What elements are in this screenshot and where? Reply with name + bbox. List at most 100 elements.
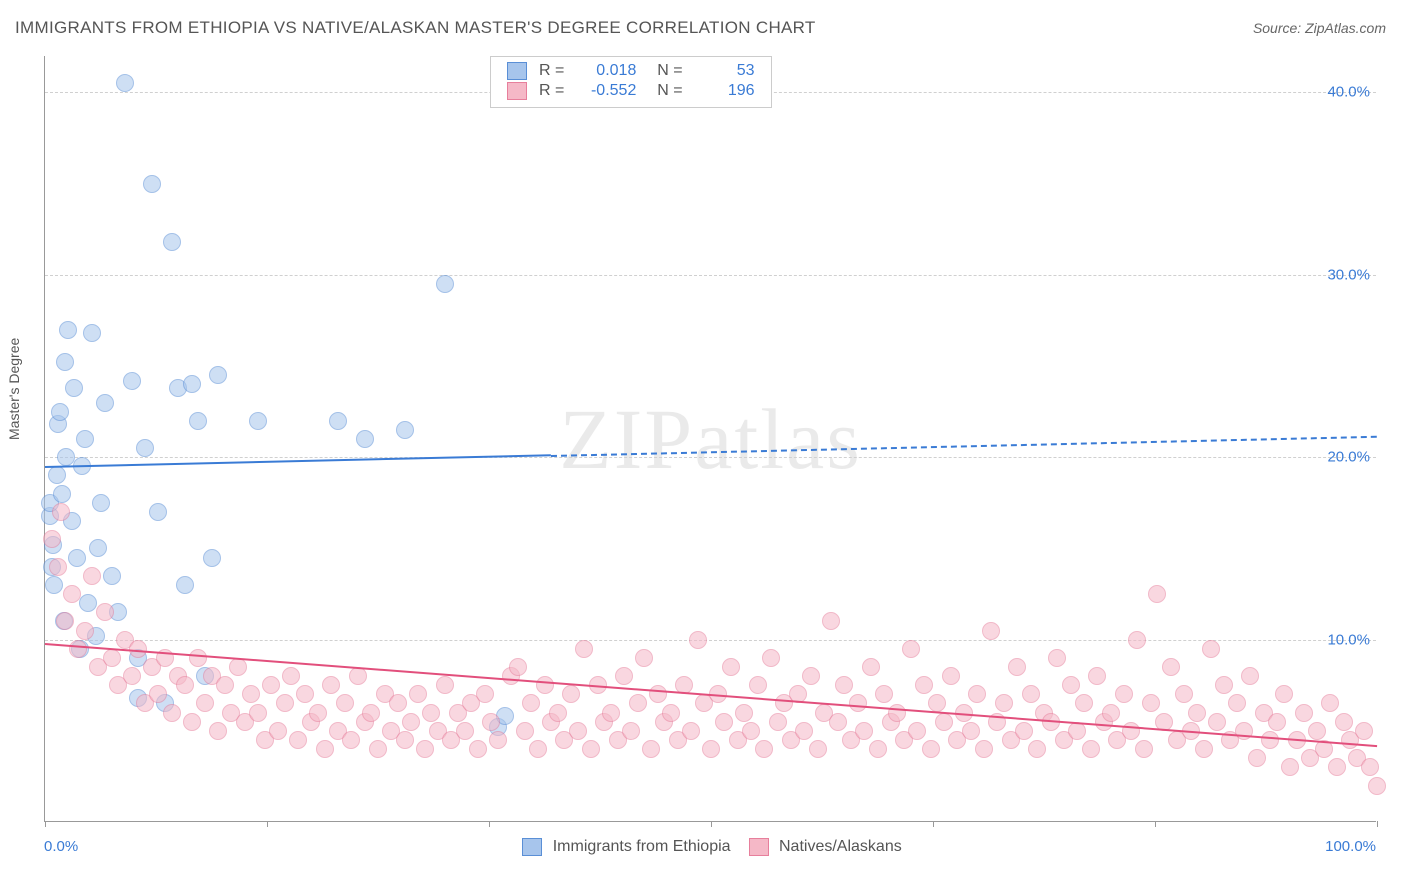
scatter-point [1148, 585, 1166, 603]
scatter-point [1268, 713, 1286, 731]
series-legend: Immigrants from Ethiopia Natives/Alaskan… [0, 838, 1406, 856]
scatter-point [1142, 694, 1160, 712]
x-tick [933, 821, 934, 827]
scatter-point [329, 412, 347, 430]
scatter-point [209, 722, 227, 740]
scatter-point [1275, 685, 1293, 703]
scatter-point [922, 740, 940, 758]
scatter-point [935, 713, 953, 731]
scatter-point [1102, 704, 1120, 722]
scatter-point [63, 585, 81, 603]
scatter-point [136, 439, 154, 457]
scatter-point [123, 667, 141, 685]
scatter-point [575, 640, 593, 658]
scatter-point [396, 731, 414, 749]
scatter-point [702, 740, 720, 758]
scatter-point [1175, 685, 1193, 703]
scatter-point [342, 731, 360, 749]
scatter-point [52, 503, 70, 521]
scatter-point [349, 667, 367, 685]
scatter-point [1162, 658, 1180, 676]
scatter-point [689, 631, 707, 649]
legend-N-value: 196 [689, 81, 761, 101]
scatter-point [915, 676, 933, 694]
scatter-point [416, 740, 434, 758]
scatter-point [1022, 685, 1040, 703]
scatter-point [928, 694, 946, 712]
scatter-point [942, 667, 960, 685]
scatter-point [968, 685, 986, 703]
scatter-point [68, 549, 86, 567]
scatter-point [56, 353, 74, 371]
scatter-point [642, 740, 660, 758]
scatter-point [83, 567, 101, 585]
scatter-point [1328, 758, 1346, 776]
scatter-point [835, 676, 853, 694]
y-axis-title: Master's Degree [6, 338, 22, 440]
scatter-point [1308, 722, 1326, 740]
scatter-point [183, 713, 201, 731]
y-tick-label: 20.0% [1327, 449, 1370, 466]
scatter-point [1015, 722, 1033, 740]
scatter-point [469, 740, 487, 758]
scatter-point [1248, 749, 1266, 767]
scatter-point [56, 612, 74, 630]
scatter-point [369, 740, 387, 758]
scatter-point [389, 694, 407, 712]
scatter-point [1202, 640, 1220, 658]
scatter-point [116, 74, 134, 92]
scatter-point [316, 740, 334, 758]
scatter-point [1261, 731, 1279, 749]
gridline [45, 457, 1376, 458]
legend-R-value: 0.018 [570, 61, 642, 81]
scatter-point [482, 713, 500, 731]
scatter-point [795, 722, 813, 740]
scatter-point [995, 694, 1013, 712]
legend-row: R =-0.552 N =196 [501, 81, 761, 101]
trend-line [551, 435, 1377, 456]
scatter-point [549, 704, 567, 722]
scatter-point [436, 676, 454, 694]
scatter-point [53, 485, 71, 503]
scatter-point [615, 667, 633, 685]
scatter-point [849, 694, 867, 712]
scatter-point [96, 394, 114, 412]
scatter-point [103, 649, 121, 667]
scatter-point [629, 694, 647, 712]
scatter-point [829, 713, 847, 731]
scatter-point [269, 722, 287, 740]
legend-swatch [522, 838, 542, 856]
scatter-point [962, 722, 980, 740]
legend-R-label: R = [533, 81, 570, 101]
scatter-point [875, 685, 893, 703]
scatter-point [149, 503, 167, 521]
legend-swatch [749, 838, 769, 856]
scatter-point [1368, 777, 1386, 795]
scatter-point [176, 676, 194, 694]
scatter-point [49, 558, 67, 576]
scatter-point [422, 704, 440, 722]
scatter-point [802, 667, 820, 685]
x-tick [711, 821, 712, 827]
scatter-point [189, 412, 207, 430]
scatter-point [662, 704, 680, 722]
scatter-point [809, 740, 827, 758]
scatter-point [1241, 667, 1259, 685]
scatter-point [51, 403, 69, 421]
y-tick-label: 40.0% [1327, 84, 1370, 101]
scatter-point [762, 649, 780, 667]
x-tick [45, 821, 46, 827]
scatter-point [242, 685, 260, 703]
legend-swatch [507, 62, 527, 80]
scatter-point [1062, 676, 1080, 694]
legend-R-label: R = [533, 61, 570, 81]
scatter-point [562, 685, 580, 703]
legend-swatch [507, 82, 527, 100]
scatter-point [855, 722, 873, 740]
gridline [45, 640, 1376, 641]
scatter-point [602, 704, 620, 722]
scatter-point [1008, 658, 1026, 676]
scatter-point [742, 722, 760, 740]
scatter-point [1321, 694, 1339, 712]
scatter-point [822, 612, 840, 630]
